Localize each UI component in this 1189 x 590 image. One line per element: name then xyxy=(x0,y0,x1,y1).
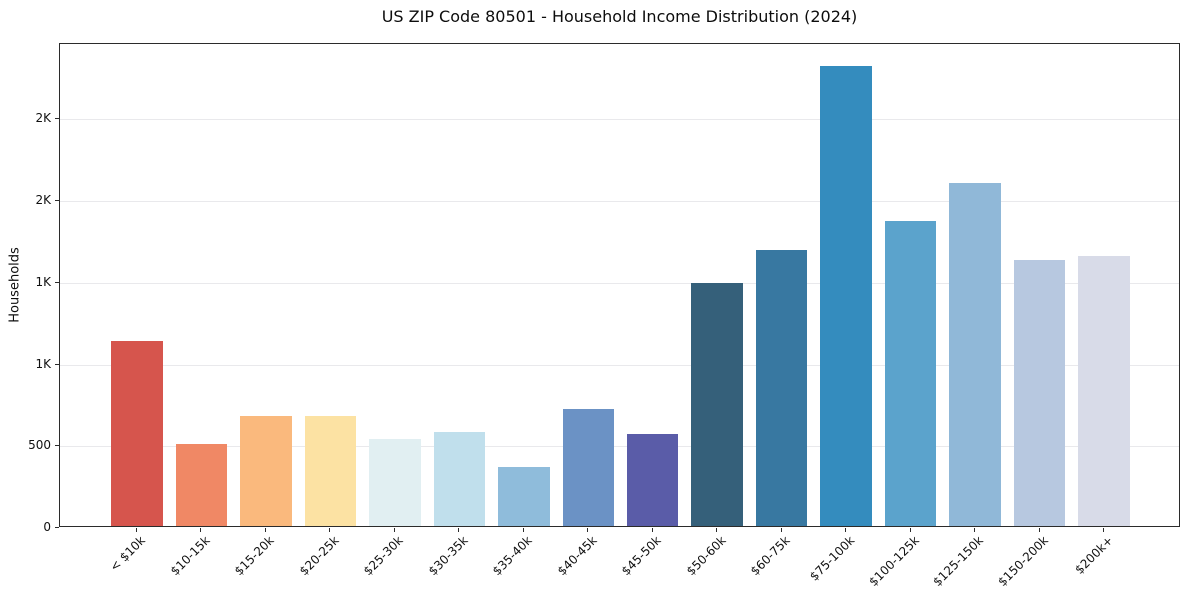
x-tick-label: < $10k xyxy=(107,533,149,575)
x-tick-mark xyxy=(393,528,395,532)
y-tick-mark xyxy=(55,200,59,201)
y-tick-mark xyxy=(55,118,59,120)
bar xyxy=(562,409,615,526)
bar xyxy=(498,467,550,526)
y-tick-mark xyxy=(55,527,59,528)
chart-title: US ZIP Code 80501 - Household Income Dis… xyxy=(381,7,858,26)
y-tick-label: 0 xyxy=(43,520,51,534)
bar xyxy=(175,444,228,526)
x-tick-mark xyxy=(458,528,460,532)
y-tick-label: 2K xyxy=(35,193,51,207)
bar xyxy=(111,341,163,526)
bar xyxy=(240,415,292,526)
x-tick-label: $100-125k xyxy=(866,533,922,589)
bar xyxy=(755,249,808,526)
bar xyxy=(949,182,1001,526)
x-tick-mark xyxy=(909,528,911,532)
x-tick-mark xyxy=(974,528,976,532)
x-tick-label: $125-150k xyxy=(930,533,987,589)
gridline xyxy=(60,201,1179,202)
x-tick-mark xyxy=(264,528,266,532)
bar xyxy=(369,439,421,526)
x-tick-label: $20-25k xyxy=(296,533,342,579)
bar xyxy=(433,432,486,526)
x-tick-label: $45-50k xyxy=(619,533,664,579)
y-tick-mark xyxy=(55,445,59,447)
gridline xyxy=(60,282,1179,284)
gridline xyxy=(60,364,1179,366)
y-tick-label: 500 xyxy=(28,438,51,453)
y-tick-mark xyxy=(55,363,59,365)
x-tick-label: $10-15k xyxy=(167,533,213,579)
x-tick-label: $40-45k xyxy=(554,533,600,579)
x-tick-label: $75-100k xyxy=(807,533,858,584)
x-tick-label: $50-60k xyxy=(683,533,729,579)
x-tick-mark xyxy=(200,528,202,532)
x-tick-mark xyxy=(1103,528,1105,532)
x-tick-mark xyxy=(329,528,331,532)
plot-area xyxy=(59,43,1180,527)
x-tick-mark xyxy=(1038,528,1040,532)
x-tick-label: $15-20k xyxy=(232,533,278,579)
bar xyxy=(691,283,743,526)
x-tick-label: $150-200k xyxy=(995,533,1051,589)
x-tick-mark xyxy=(716,528,718,532)
x-tick-mark xyxy=(135,528,137,532)
x-tick-mark xyxy=(845,528,847,532)
x-tick-label: $200k+ xyxy=(1071,533,1116,577)
y-tick-label: 1K xyxy=(35,274,51,289)
x-tick-label: $35-40k xyxy=(490,533,536,579)
y-tick-label: 2K xyxy=(35,111,51,126)
bar xyxy=(820,65,872,526)
x-tick-label: $60-75k xyxy=(748,533,793,579)
x-tick-mark xyxy=(522,528,524,532)
x-tick-label: $25-30k xyxy=(361,533,407,579)
bar xyxy=(1013,259,1066,526)
x-tick-mark xyxy=(651,528,653,532)
bar xyxy=(884,221,937,526)
bar xyxy=(1078,256,1130,526)
bar xyxy=(626,433,679,526)
y-tick-label: 1K xyxy=(35,356,51,371)
bar xyxy=(304,416,357,526)
x-tick-label: $30-35k xyxy=(425,533,471,579)
gridline xyxy=(60,446,1179,448)
x-tick-mark xyxy=(587,528,589,532)
y-tick-mark xyxy=(55,281,59,283)
gridline xyxy=(60,119,1179,121)
x-tick-mark xyxy=(780,528,782,532)
